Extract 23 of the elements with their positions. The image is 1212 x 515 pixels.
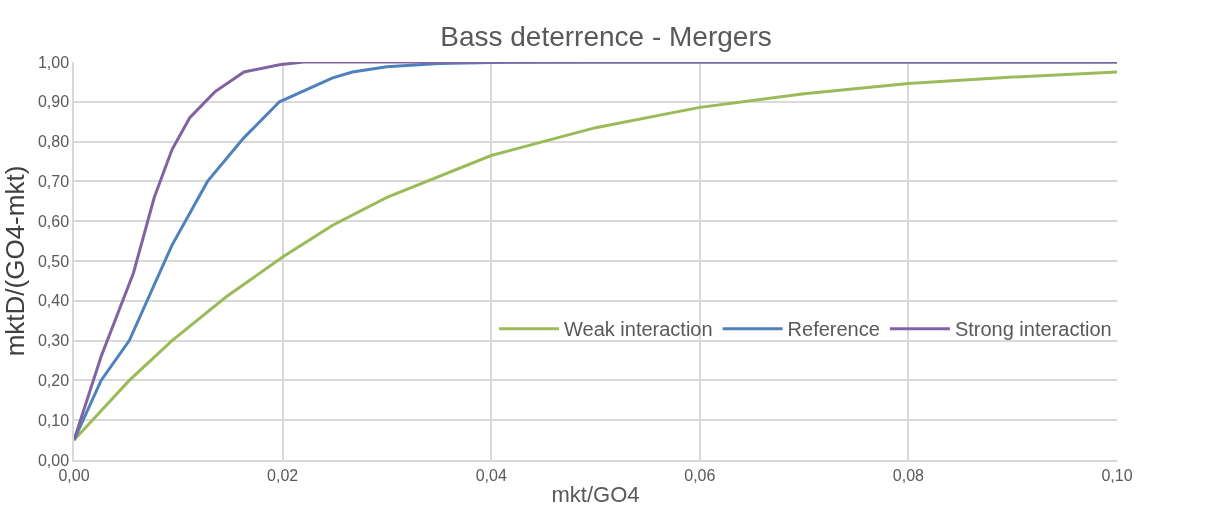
x-axis-title: mkt/GO4 <box>551 482 640 508</box>
legend-label: Weak interaction <box>564 318 713 341</box>
x-tick-label: 0,00 <box>58 466 90 484</box>
y-tick-label: 0,60 <box>37 212 70 230</box>
y-tick-label: 0,50 <box>37 252 70 270</box>
legend-label: Strong interaction <box>954 318 1112 341</box>
legend-label: Reference <box>787 318 880 341</box>
y-tick-label: 1,00 <box>37 53 70 71</box>
x-tick-label: 0,04 <box>475 466 507 484</box>
x-tick-label: 0,06 <box>684 466 716 484</box>
x-tick-label: 0,02 <box>267 466 299 484</box>
chart-title: Bass deterrence - Mergers <box>440 20 772 52</box>
y-tick-label: 0,00 <box>37 451 70 469</box>
y-tick-label: 0,10 <box>37 411 70 429</box>
y-tick-label: 0,40 <box>37 292 70 310</box>
x-tick-label: 0,08 <box>892 466 925 484</box>
y-tick-label: 0,20 <box>37 372 70 389</box>
y-tick-label: 0,90 <box>37 93 70 111</box>
x-tick-label: 0,10 <box>1101 466 1133 484</box>
y-tick-label: 0,70 <box>37 173 70 190</box>
y-tick-label: 0,30 <box>37 332 70 350</box>
y-axis-title: mktD/(GO4-mkt) <box>0 165 30 357</box>
y-tick-label: 0,80 <box>37 133 70 151</box>
